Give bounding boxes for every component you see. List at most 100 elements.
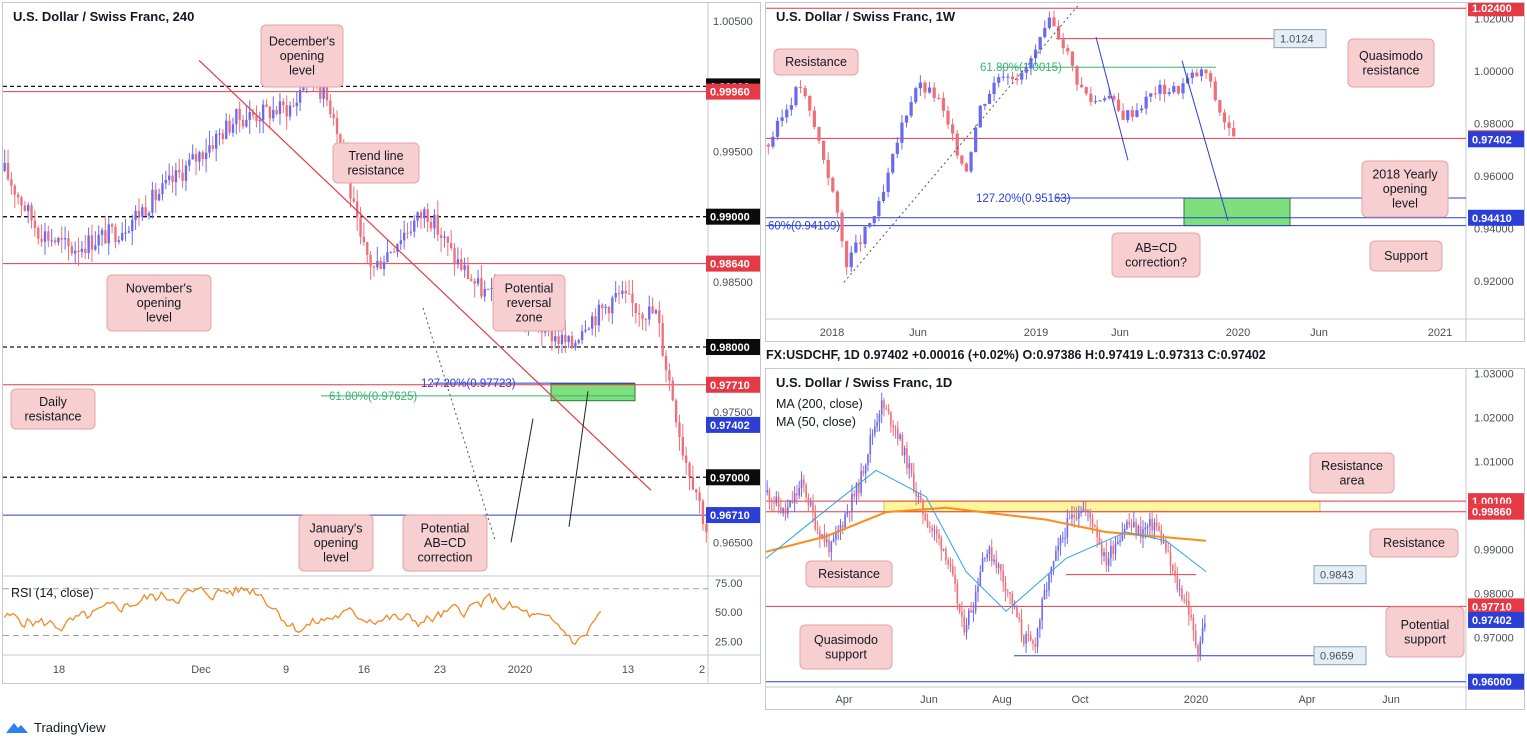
candle-body [817,126,821,141]
candle-body [951,124,955,134]
candle-body [634,302,637,313]
candle-body [1204,69,1208,74]
candle-body [631,293,634,303]
h4-price-box-bg [706,376,760,393]
candle-body [614,293,617,298]
candle-body [319,86,322,99]
candle-body [766,490,768,493]
h4-abcd-dotted [422,307,496,540]
candle-body [577,340,580,343]
candle-body [899,434,901,440]
candle-body [681,437,684,456]
h4-time-tick: 2020 [508,664,532,676]
candle-body [826,159,830,178]
h4-price-tick: 1.00500 [713,16,753,28]
w1-abcd-zone [1183,197,1291,227]
candle-body [878,414,881,423]
candle-body [164,179,167,184]
candle-body [805,484,807,498]
candle-body [1075,65,1079,85]
h4-annotation-line: level [323,551,349,565]
candle-body [868,223,872,227]
candle-body [891,153,895,173]
h4-rsi-line [3,585,602,646]
candle-body [201,152,204,160]
chart-panel-h4[interactable]: 127.20%(0.97723) 61.80%(0.97625) December'… [2,2,761,684]
d1-price-tick: 0.98000 [1474,589,1514,601]
h4-chart-svg[interactable]: 127.20%(0.97723) 61.80%(0.97625) December'… [3,3,761,684]
candle-body [929,526,931,528]
candle-body [1010,76,1015,80]
candle-body [846,511,849,515]
candle-body [416,212,419,221]
candle-body [1126,521,1128,529]
d1-price-box: 0.99860 [1472,507,1512,519]
candle-body [124,232,127,234]
candle-body [490,287,493,290]
d1-annotation-line: Quasimodo [814,633,878,647]
candle-body [651,306,654,314]
candle-body [1052,561,1055,567]
candle-body [1183,599,1186,601]
chart-panel-d1[interactable]: MA (200, close) MA (50, close) 0.9843 0.965… [765,368,1525,710]
candle-body [1172,86,1176,93]
candle-body [780,117,784,121]
candle-body [1174,570,1176,577]
d1-callout-box [1313,646,1367,666]
candle-body [794,87,798,106]
h4-price-tick: 0.99500 [713,147,753,159]
candle-body [881,191,886,201]
h4-price-box-bg [706,507,760,524]
d1-price-tick: 0.97000 [1474,633,1514,645]
candle-body [941,97,946,111]
candle-body [70,246,73,254]
candle-body [1038,37,1042,50]
candle-body [923,82,927,93]
d1-ma50-line [766,469,1207,612]
candle-body [57,238,60,243]
h4-rsi-tick: 25.00 [715,636,743,648]
candle-body [258,120,261,122]
candle-body [131,219,134,232]
candle-body [554,336,557,342]
d1-price-box: 0.97710 [1472,601,1512,613]
candle-body [557,336,560,344]
candle-body [997,564,1000,568]
candle-body [181,172,184,181]
candle-body [1089,93,1093,102]
candle-body [84,248,87,254]
candle-body [94,245,97,250]
candle-body [1080,511,1082,513]
candle-body [16,194,20,198]
h4-trendline [198,59,652,491]
h4-price-box-bg [706,83,760,100]
candle-body [480,278,483,297]
w1-callout-box [1273,29,1327,49]
candle-body [900,122,904,143]
candle-body [151,189,154,213]
candle-body [184,165,188,181]
candle-body [919,495,922,500]
candle-body [409,231,413,233]
candle-body [587,328,590,330]
tradingview-logo[interactable]: TradingView [4,719,106,735]
candle-body [992,82,996,94]
w1-price-box: 0.97402 [1472,134,1512,146]
candle-body [871,433,874,436]
candle-body [574,342,577,348]
chart-panel-w1[interactable]: 61.80%(1.0015) 127.20%(0.95163) 60%(0.9410… [765,2,1525,342]
candle-body [789,500,791,508]
d1-chart-svg[interactable]: MA (200, close) MA (50, close) 0.9843 0.965… [766,369,1525,710]
ticker-bar: FX:USDCHF, 1D 0.97402 +0.00016 (+0.02%) … [766,348,1266,362]
w1-chart-svg[interactable]: 61.80%(1.0015) 127.20%(0.95163) 60%(0.9410… [766,3,1525,342]
h4-price-tick: 0.97500 [713,407,753,419]
candle-body [3,162,6,172]
candle-body [942,548,945,551]
candle-body [661,323,664,356]
candle-body [1119,540,1121,542]
candle-body [366,241,369,255]
candle-body [1139,526,1142,538]
candle-body [1029,58,1033,69]
candle-body [1116,541,1119,545]
candle-body [1002,571,1004,583]
